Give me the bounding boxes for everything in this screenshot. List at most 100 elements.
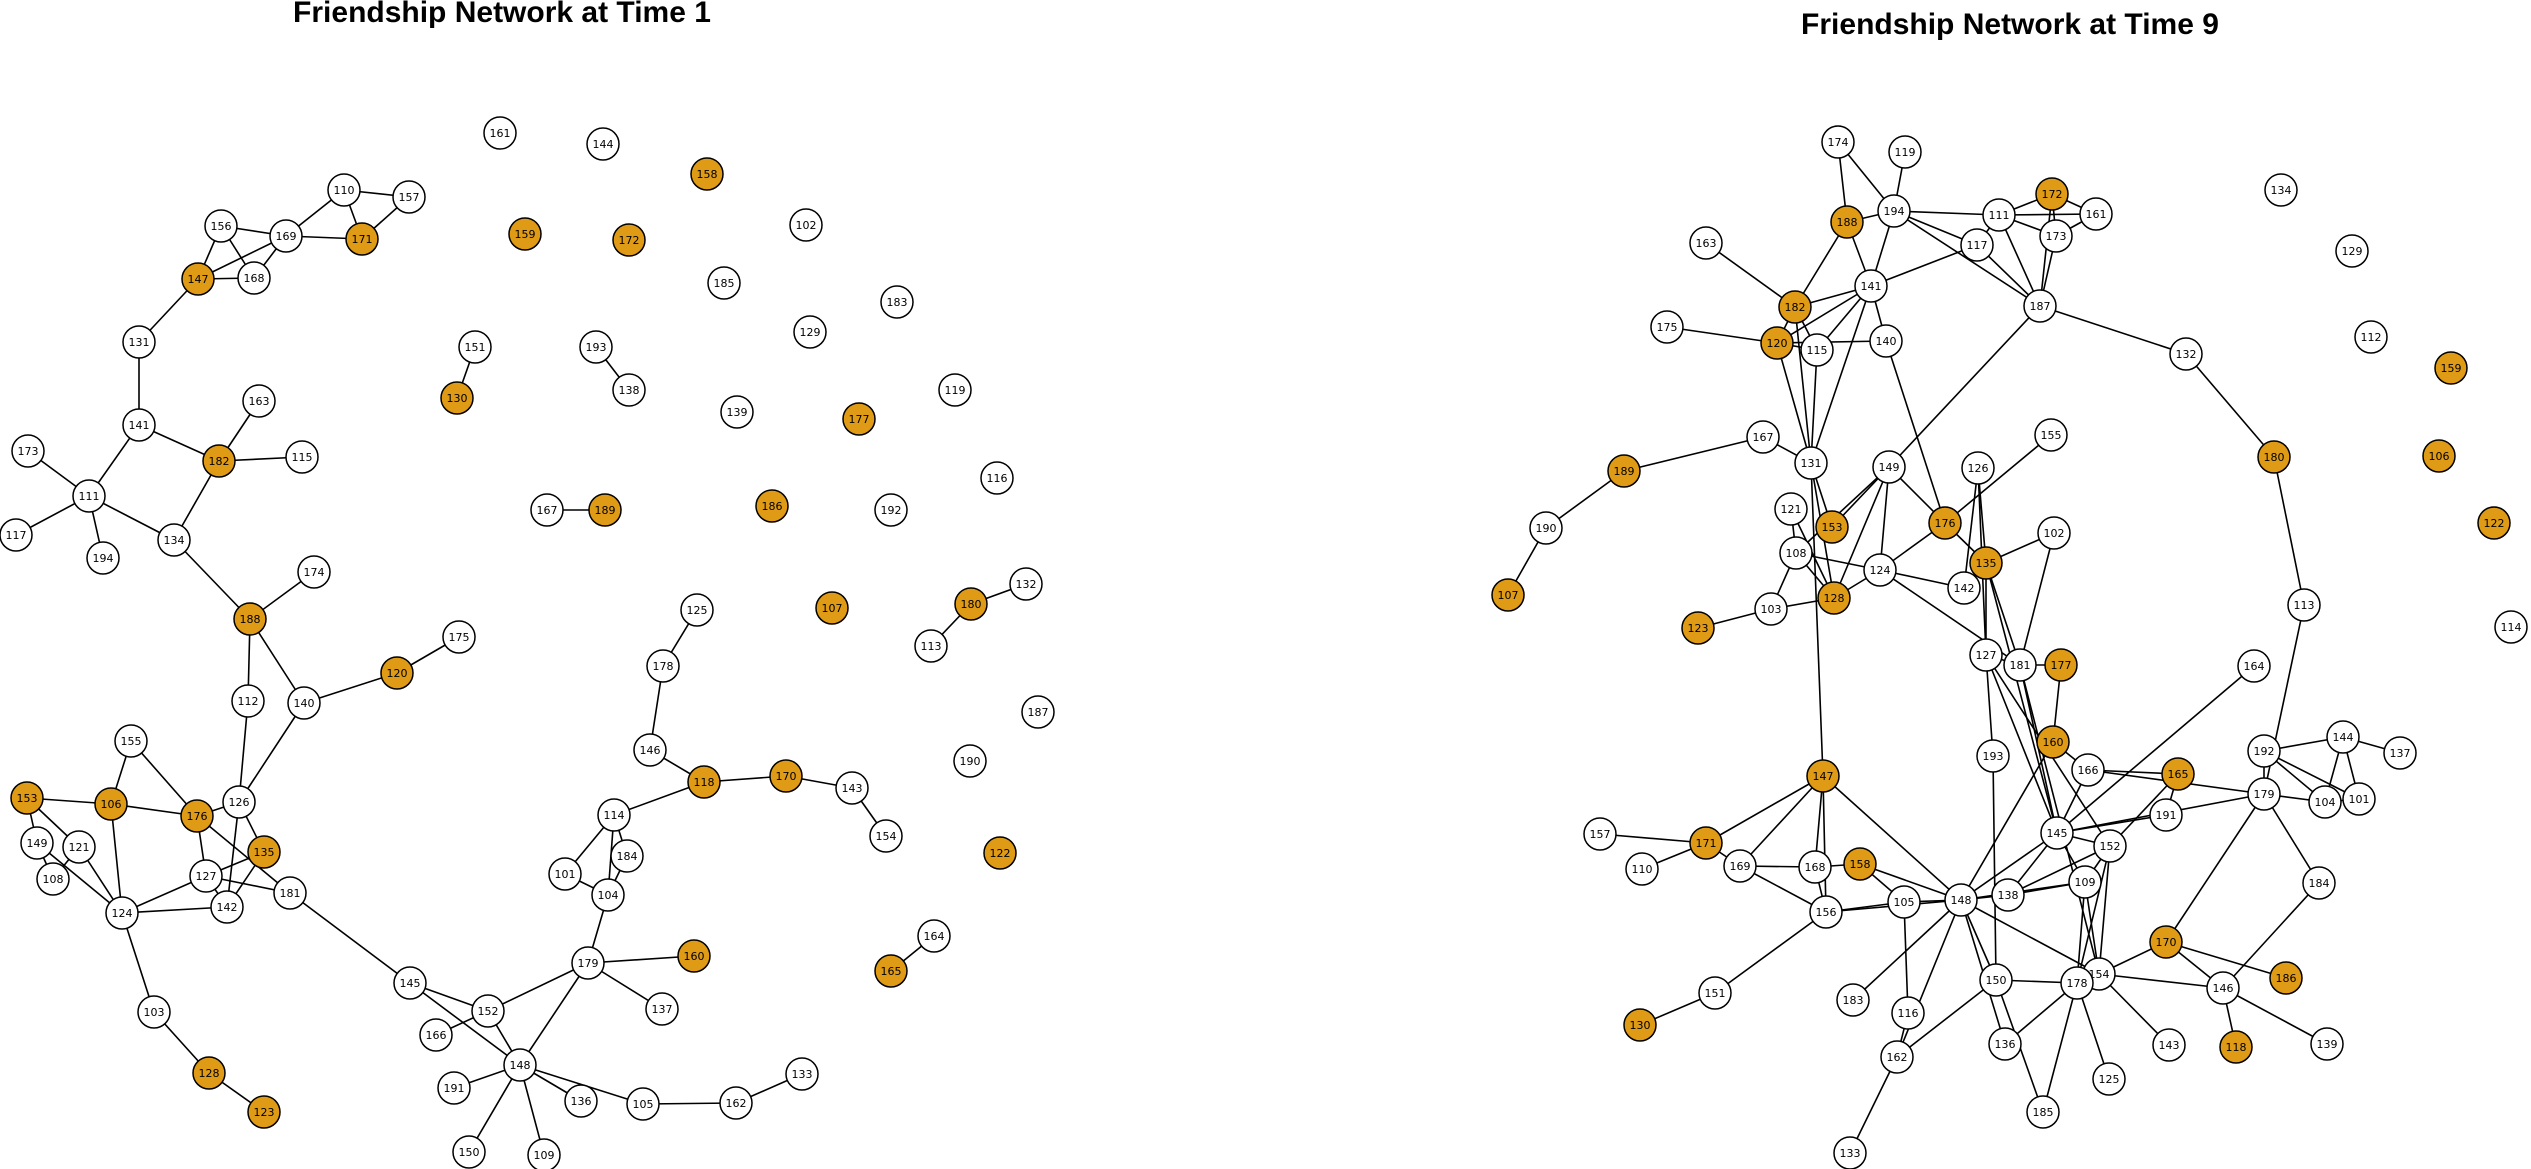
edge-109-178: [2076, 881, 2086, 984]
edge-149-124: [1879, 466, 1890, 571]
node-167: 167: [530, 493, 564, 527]
node-circle: [2308, 785, 2342, 819]
node-120: 120: [380, 656, 414, 690]
node-circle: [1928, 506, 1962, 540]
node-110: 110: [1625, 852, 1659, 886]
node-circle: [2003, 648, 2037, 682]
node-181: 181: [2003, 648, 2037, 682]
node-label: 112: [2361, 331, 2382, 344]
node-label: 117: [6, 529, 27, 542]
node-label: 115: [1807, 344, 1828, 357]
node-label: 165: [2168, 768, 2189, 781]
node-circle: [297, 555, 331, 589]
node-circle: [785, 1057, 819, 1091]
node-118: 118: [2219, 1030, 2253, 1064]
node-label: 156: [211, 220, 232, 233]
node-circle: [980, 461, 1014, 495]
node-label: 115: [292, 451, 313, 464]
node-172: 172: [612, 223, 646, 257]
node-circle: [393, 966, 427, 1000]
node-label: 103: [144, 1006, 165, 1019]
edge-127-145: [1985, 654, 2058, 834]
node-161: 161: [483, 116, 517, 150]
node-circle: [1021, 695, 1055, 729]
node-circle: [1529, 511, 1563, 545]
node-148: 148: [1944, 883, 1978, 917]
node-circle: [612, 373, 646, 407]
node-164: 164: [2237, 649, 2271, 683]
node-144: 144: [2326, 720, 2360, 754]
network-time-1: 161 144 158 110 157 156 169 171 159 172 102 147 168 1…: [0, 116, 1055, 1169]
node-147: 147: [1806, 759, 1840, 793]
edge-152-179: [487, 962, 589, 1012]
node-label: 175: [449, 631, 470, 644]
node-circle: [452, 1135, 486, 1169]
node-label: 123: [1688, 622, 1709, 635]
node-186: 186: [2269, 961, 2303, 995]
node-circle: [62, 830, 96, 864]
node-label: 176: [187, 810, 208, 823]
node-circle: [1961, 451, 1995, 485]
node-circle: [508, 217, 542, 251]
node-175: 175: [1650, 310, 1684, 344]
node-132: 132: [2169, 337, 2203, 371]
node-158: 158: [1843, 847, 1877, 881]
node-circle: [503, 1048, 537, 1082]
node-191: 191: [2149, 798, 2183, 832]
node-circle: [345, 222, 379, 256]
node-circle: [588, 493, 622, 527]
node-label: 166: [426, 1029, 447, 1042]
node-label: 161: [2086, 208, 2107, 221]
node-circle: [645, 992, 679, 1026]
edge-141-120: [1776, 285, 1872, 344]
node-label: 163: [249, 395, 270, 408]
edge-140-126: [238, 702, 305, 803]
node-label: 110: [334, 184, 355, 197]
node-label: 188: [1837, 216, 1858, 229]
node-label: 181: [2010, 659, 2031, 672]
node-circle: [1794, 446, 1828, 480]
node-label: 111: [79, 490, 100, 503]
node-173: 173: [2039, 219, 2073, 253]
node-152: 152: [2093, 829, 2127, 863]
node-label: 107: [822, 602, 843, 615]
node-185: 185: [2026, 1095, 2060, 1129]
node-192: 192: [2247, 734, 2281, 768]
node-label: 147: [188, 273, 209, 286]
node-circle: [231, 684, 265, 718]
edge-180-113: [2273, 456, 2305, 606]
node-circle: [1650, 310, 1684, 344]
node-label: 137: [2390, 747, 2411, 760]
edge-132-180: [2185, 353, 2275, 458]
node-179: 179: [2247, 777, 2281, 811]
node-label: 151: [465, 341, 486, 354]
node-127: 127: [1969, 638, 2003, 672]
node-label: 145: [2047, 827, 2068, 840]
node-156: 156: [204, 209, 238, 243]
node-102: 102: [789, 208, 823, 242]
node-190: 190: [1529, 511, 1563, 545]
edge-192-101: [2263, 750, 2360, 800]
node-circle: [1009, 567, 1043, 601]
node-127: 127: [189, 859, 223, 893]
node-circle: [122, 408, 156, 442]
node-163: 163: [1689, 226, 1723, 260]
node-circle: [2039, 219, 2073, 253]
node-circle: [2040, 816, 2074, 850]
edge-131-147: [1810, 462, 1824, 777]
node-150: 150: [1979, 963, 2013, 997]
edge-146-139: [2222, 987, 2328, 1045]
node-107: 107: [1491, 578, 1525, 612]
node-circle: [181, 262, 215, 296]
node-circle: [755, 489, 789, 523]
node-circle: [1979, 963, 2013, 997]
node-label: 149: [27, 837, 48, 850]
node-circle: [815, 591, 849, 625]
node-circle: [2354, 320, 2388, 354]
node-136: 136: [564, 1084, 598, 1118]
node-circle: [2092, 1062, 2126, 1096]
node-155: 155: [2034, 418, 2068, 452]
node-circle: [202, 444, 236, 478]
node-label: 107: [1498, 589, 1519, 602]
node-circle: [789, 208, 823, 242]
